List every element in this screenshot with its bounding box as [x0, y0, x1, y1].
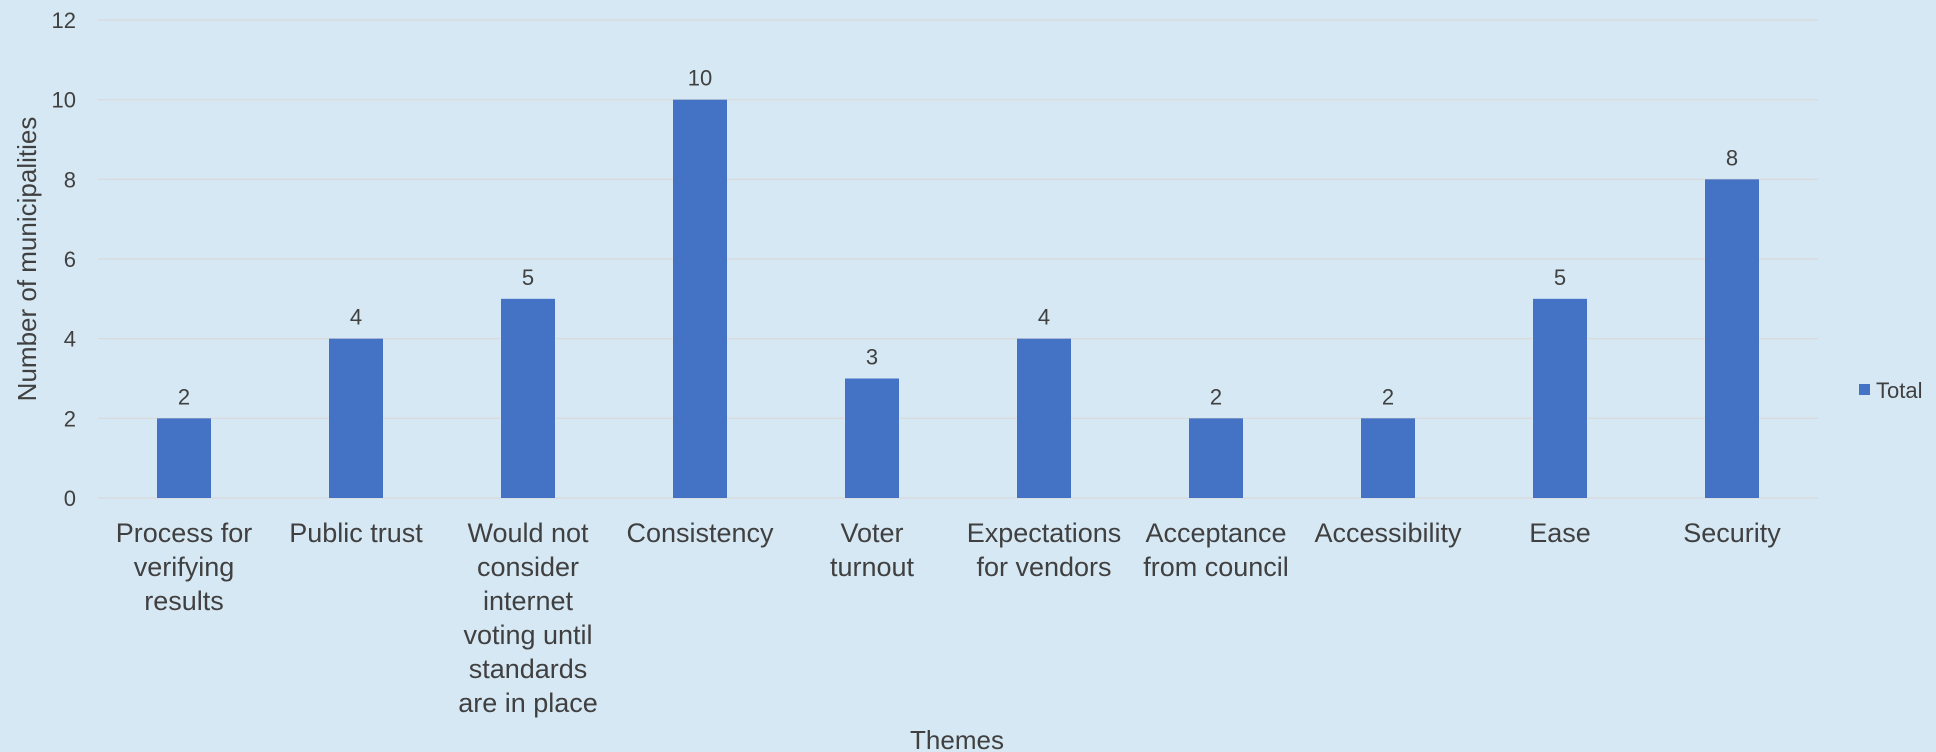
bar: [1705, 179, 1759, 499]
data-label: 4: [350, 305, 362, 330]
x-category-label: Expectations for vendors: [967, 518, 1122, 582]
legend: Total: [1859, 378, 1922, 403]
y-tick-label: 6: [64, 247, 76, 272]
bar: [1017, 338, 1071, 498]
x-category-label: Acceptance from council: [1143, 518, 1289, 582]
bar: [1361, 418, 1415, 498]
data-label: 10: [688, 66, 712, 91]
bar: [329, 338, 383, 498]
data-label: 4: [1038, 305, 1050, 330]
data-labels: 2 4 5 10 3 4 2 2 5 8: [178, 66, 1738, 410]
data-label: 5: [522, 265, 534, 290]
x-category-label: Process for verifying results: [116, 518, 253, 616]
bar: [1533, 298, 1587, 498]
gridlines: [98, 19, 1818, 499]
x-category-label: Would not consider internet voting until sta…: [458, 518, 598, 718]
y-axis-title: Number of municipalities: [12, 117, 42, 402]
data-label: 2: [1382, 384, 1394, 409]
y-tick-label: 4: [64, 327, 76, 352]
y-tick-label: 0: [64, 486, 76, 511]
y-tick-label: 10: [52, 88, 76, 113]
y-tick-label: 12: [52, 8, 76, 33]
bar: [1189, 418, 1243, 498]
bar: [845, 378, 899, 498]
x-category-label: Voter turnout: [830, 518, 915, 582]
x-axis-title: Themes: [910, 725, 1004, 752]
bar: [501, 298, 555, 498]
bars: [157, 99, 1759, 499]
data-label: 3: [866, 345, 878, 370]
data-label: 5: [1554, 265, 1566, 290]
x-category-label: Consistency: [626, 518, 774, 548]
data-label: 8: [1726, 145, 1738, 170]
legend-label-total: Total: [1876, 378, 1922, 403]
x-category-label: Ease: [1529, 518, 1591, 548]
x-category-label: Public trust: [289, 518, 423, 548]
x-category-label: Security: [1683, 518, 1781, 548]
data-label: 2: [1210, 384, 1222, 409]
y-axis-ticks: 0 2 4 6 8 10 12: [52, 8, 76, 511]
bar: [673, 99, 727, 499]
y-tick-label: 2: [64, 406, 76, 431]
y-tick-label: 8: [64, 167, 76, 192]
bar: [157, 418, 211, 498]
data-label: 2: [178, 384, 190, 409]
x-category-label: Accessibility: [1314, 518, 1462, 548]
x-axis-categories: Process for verifying results Public trust W…: [116, 518, 1782, 718]
legend-swatch-total: [1859, 384, 1870, 395]
